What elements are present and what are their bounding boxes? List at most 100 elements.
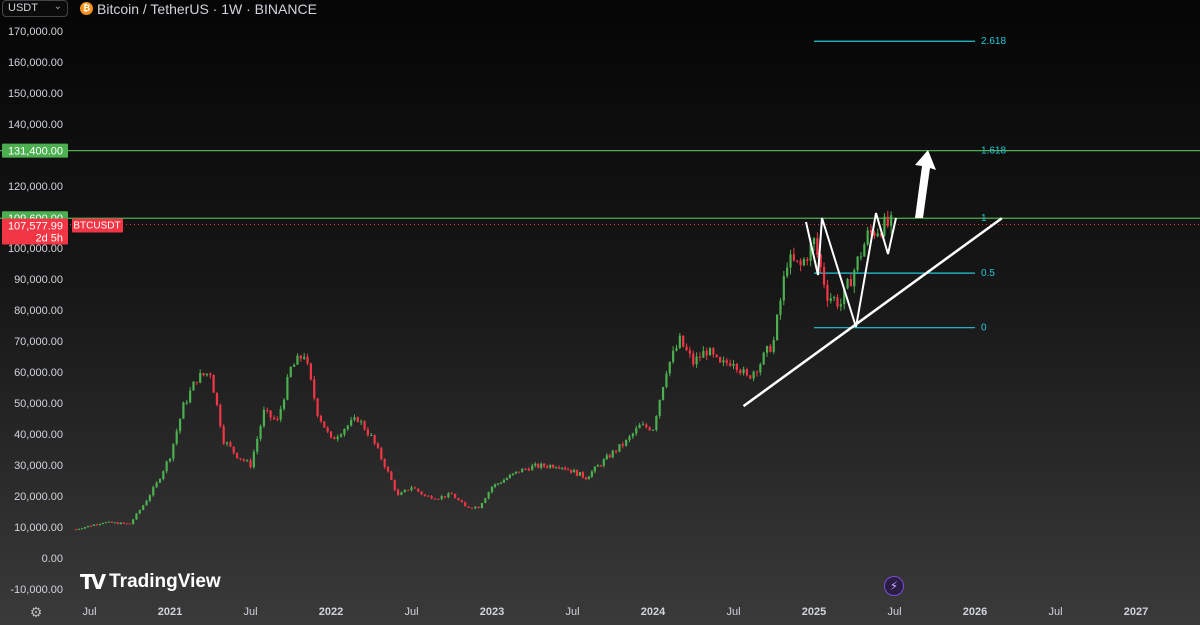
candle-body xyxy=(645,424,648,428)
ascending-trendline xyxy=(742,217,1003,408)
candle-body xyxy=(336,436,339,440)
candle-body xyxy=(135,513,138,520)
horizontal-lines-layer xyxy=(0,150,1200,226)
price-axis-tick: 90,000.00 xyxy=(14,274,63,286)
candle-body xyxy=(552,465,555,468)
candle-body xyxy=(692,353,695,365)
candle-body xyxy=(682,335,685,347)
candle-body xyxy=(846,279,849,289)
candle-body xyxy=(605,455,608,460)
candle-body xyxy=(74,529,78,531)
settings-gear-icon[interactable]: ⚙ xyxy=(29,604,43,620)
candle-body xyxy=(816,238,819,255)
candle-body xyxy=(722,360,725,363)
candle-body xyxy=(615,450,618,452)
candle-body xyxy=(437,498,440,500)
drawings-layer xyxy=(742,150,1003,408)
currency-select[interactable]: USDT ⌄ xyxy=(2,0,68,17)
candle-body xyxy=(326,427,329,432)
candle-body xyxy=(759,364,762,373)
candle-body xyxy=(199,373,202,383)
candle-body xyxy=(356,417,359,422)
price-axis-tick: 120,000.00 xyxy=(8,181,63,193)
tradingview-logo[interactable]: TV TradingView xyxy=(80,570,221,594)
candle-body xyxy=(175,431,178,444)
candle-body xyxy=(749,375,752,379)
candle-body xyxy=(376,443,380,449)
candle-body xyxy=(789,254,792,268)
time-axis-tick: Jul xyxy=(887,606,901,618)
candle-body xyxy=(256,438,259,452)
candle-body xyxy=(843,288,846,305)
candle-body xyxy=(765,346,769,353)
candle-body xyxy=(460,500,463,503)
candle-body xyxy=(125,523,128,525)
candle-body xyxy=(266,409,269,411)
candle-body xyxy=(487,492,490,499)
candle-body xyxy=(836,297,839,307)
time-axis-tick: Jul xyxy=(82,606,96,618)
candle-body xyxy=(886,216,889,226)
candle-body xyxy=(688,350,691,354)
candle-body xyxy=(549,465,552,468)
symbol-title[interactable]: ₿ Bitcoin / TetherUS · 1W · BINANCE xyxy=(80,0,317,17)
candle-body xyxy=(83,527,87,529)
time-axis-tick: Jul xyxy=(1048,606,1062,618)
candle-body xyxy=(132,519,135,525)
candle-body xyxy=(400,492,403,496)
candle-body xyxy=(350,420,353,426)
candle-body xyxy=(859,256,863,258)
candle-body xyxy=(178,418,182,432)
candle-body xyxy=(879,233,883,236)
candle-body xyxy=(319,415,323,422)
candle-body xyxy=(839,304,842,307)
candle-body xyxy=(433,498,437,500)
tradingview-logo-icon: TV xyxy=(80,570,106,594)
fibonacci-layer: 2.618 1.618 1 0.5 0 xyxy=(814,36,1006,334)
candle-body xyxy=(735,363,738,371)
candle-body xyxy=(128,523,131,525)
time-axis-tick: Jul xyxy=(243,606,257,618)
candle-body xyxy=(470,507,473,509)
candle-body xyxy=(393,479,396,490)
candle-body xyxy=(543,463,546,467)
current-price-badge-text: 107,577.99 xyxy=(8,221,63,233)
candle-body xyxy=(454,494,457,499)
candle-body xyxy=(762,352,765,365)
chart-header: USDT ⌄ ₿ Bitcoin / TetherUS · 1W · BINAN… xyxy=(0,0,1200,18)
candle-body xyxy=(578,472,582,476)
price-axis-tick: 140,000.00 xyxy=(8,119,63,131)
candle-body xyxy=(493,484,497,487)
candle-body xyxy=(514,471,517,474)
candle-body xyxy=(521,468,524,473)
candle-body xyxy=(890,215,893,226)
candle-body xyxy=(849,279,852,287)
ticker-tag-bg xyxy=(72,218,123,233)
candle-body xyxy=(698,356,702,358)
candle-body xyxy=(276,418,279,420)
candle-body xyxy=(695,356,698,365)
candle-body xyxy=(575,469,579,476)
time-axis[interactable]: Jul 2021 Jul 2022 Jul 2023 Jul 2024 Jul 2025 Jul 20… xyxy=(82,606,1148,618)
candle-body xyxy=(742,369,745,374)
candle-body xyxy=(235,452,239,459)
candle-body xyxy=(189,390,192,403)
candle-body xyxy=(366,429,369,436)
lightning-icon[interactable]: ⚡ xyxy=(884,576,904,596)
price-axis-tick: 30,000.00 xyxy=(14,460,63,472)
candle-body xyxy=(826,284,829,301)
candle-body xyxy=(499,482,503,484)
time-axis-tick: 2025 xyxy=(802,606,826,618)
candle-body xyxy=(423,494,427,496)
candle-body xyxy=(306,356,309,364)
price-axis-tick: 40,000.00 xyxy=(14,429,63,441)
candle-body xyxy=(457,498,460,501)
candle-body xyxy=(309,363,312,380)
time-axis-tick: 2026 xyxy=(963,606,987,618)
price-axis-tick: 160,000.00 xyxy=(8,57,63,69)
candle-body xyxy=(511,473,514,475)
candle-body xyxy=(443,496,447,498)
price-axis[interactable]: 170,000.00 160,000.00 150,000.00 140,000.00… xyxy=(8,26,63,596)
